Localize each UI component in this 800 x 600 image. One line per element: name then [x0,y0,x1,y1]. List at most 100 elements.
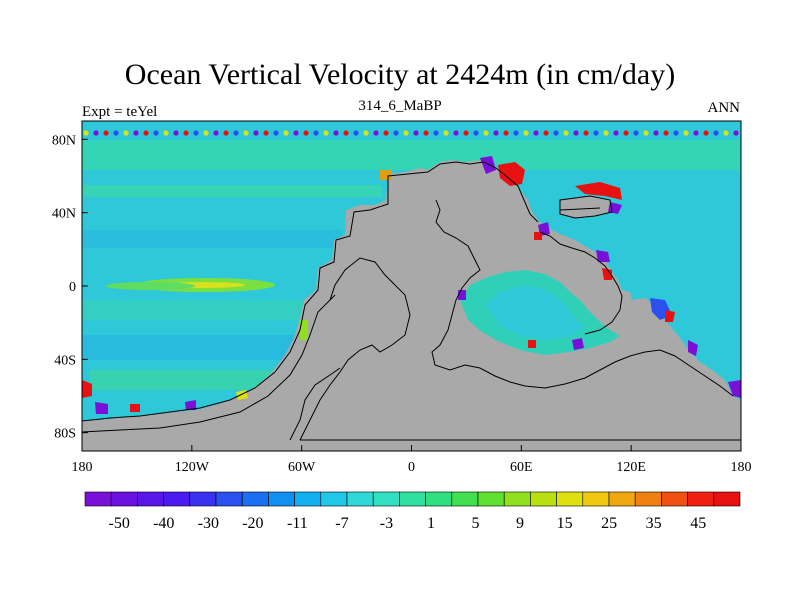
polar-dot [663,130,669,136]
polar-dot [93,130,99,136]
polar-dot [103,130,109,136]
colorbar-swatch [137,491,164,507]
colorbar-label: -3 [380,515,393,532]
lon-tick-label: 0 [408,460,415,475]
colorbar-swatch [241,491,269,507]
polar-dot [433,130,439,136]
colorbar-swatch [163,491,191,507]
polar-dot [363,130,369,136]
polar-dot [443,130,449,136]
polar-dot [543,130,549,136]
colorbar-swatch [503,491,531,507]
polar-dot [113,130,119,136]
polar-dot [303,130,309,136]
polar-dot [123,130,129,136]
polar-dot [263,130,269,136]
colorbar-swatch [713,491,741,507]
colorbar-label: -11 [287,515,308,532]
polar-dot [563,130,569,136]
lat-tick-label: 0 [69,280,76,295]
polar-dot [213,130,219,136]
polar-dot [653,130,659,136]
polar-dot [643,130,649,136]
ocean-band [82,140,741,170]
polar-dot [513,130,519,136]
ocean-band [82,185,382,197]
season-label: ANN [707,100,741,116]
colorbar-swatch [582,491,610,507]
polar-dot [703,130,709,136]
polar-dot [173,130,179,136]
colorbar-swatch [320,491,348,507]
polar-dot [683,130,689,136]
polar-dot [533,130,539,136]
polar-dot [613,130,619,136]
polar-dot [193,130,199,136]
polar-dot [223,130,229,136]
polar-dot [383,130,389,136]
coastal-anomalies [82,156,741,414]
polar-dot [463,130,469,136]
chart-title: Ocean Vertical Velocity at 2424m (in cm/… [124,58,676,91]
experiment-label: Expt = teYel [82,104,158,120]
polar-dot [453,130,459,136]
colorbar-swatch [634,491,662,507]
ocean-band [82,335,302,360]
colorbar-swatch [189,491,217,507]
polar-dot [573,130,579,136]
colorbar-swatch [530,491,557,507]
polar-dot [243,130,249,136]
polar-dot [493,130,499,136]
colorbar-label: -50 [109,515,130,532]
colorbar-label: -30 [198,515,219,532]
colorbar-label: -7 [335,515,348,532]
polar-dot [483,130,489,136]
land-mass [82,160,741,451]
polar-dot [253,130,259,136]
lon-tick-label: 180 [72,460,93,475]
lat-tick-label: 80N [52,133,76,148]
polar-dot [333,130,339,136]
lat-tick-label: 40S [54,353,76,368]
polar-dot [183,130,189,136]
colorbar-swatch [399,491,426,507]
colorbar-swatch [477,491,505,507]
polar-dot [713,130,719,136]
polar-dot [413,130,419,136]
colorbar: -50 -40 -30 -20 -11 -7 -3 1 5 9 15 25 35 45 [84,491,741,532]
map-axes: 180 120W 60W 0 60E 120E 180 80N 40N 0 40S 80S [52,133,752,475]
polar-dot [473,130,479,136]
colorbar-label: 1 [427,515,435,532]
polar-dot [503,130,509,136]
colorbar-label: 25 [601,515,617,532]
lon-tick-label: 60W [288,460,316,475]
polar-dot [733,130,739,136]
colorbar-label: 35 [646,515,662,532]
northern-bay-land [560,196,612,218]
colorbar-swatch [425,491,453,507]
polar-dot [673,130,679,136]
lon-tick-label: 60E [510,460,533,475]
polar-dot [633,130,639,136]
ocean-band [90,370,290,390]
polar-dot [143,130,149,136]
colorbar-swatch [215,491,243,507]
polar-dot [153,130,159,136]
period-label: 314_6_MaBP [358,98,442,114]
colorbar-label: 5 [472,515,480,532]
polar-dot [203,130,209,136]
colorbar-swatch [110,491,138,507]
polar-dot [273,130,279,136]
colorbar-label: 45 [690,515,706,532]
polar-dot [283,130,289,136]
coastlines [82,161,741,441]
colorbar-swatch [372,491,400,507]
polar-row [83,130,739,136]
polar-dot [623,130,629,136]
equatorial-anomaly [105,282,195,290]
colorbar-swatch [608,491,636,507]
colorbar-swatch [556,491,584,507]
ocean-band [82,300,312,320]
polar-dot [313,130,319,136]
